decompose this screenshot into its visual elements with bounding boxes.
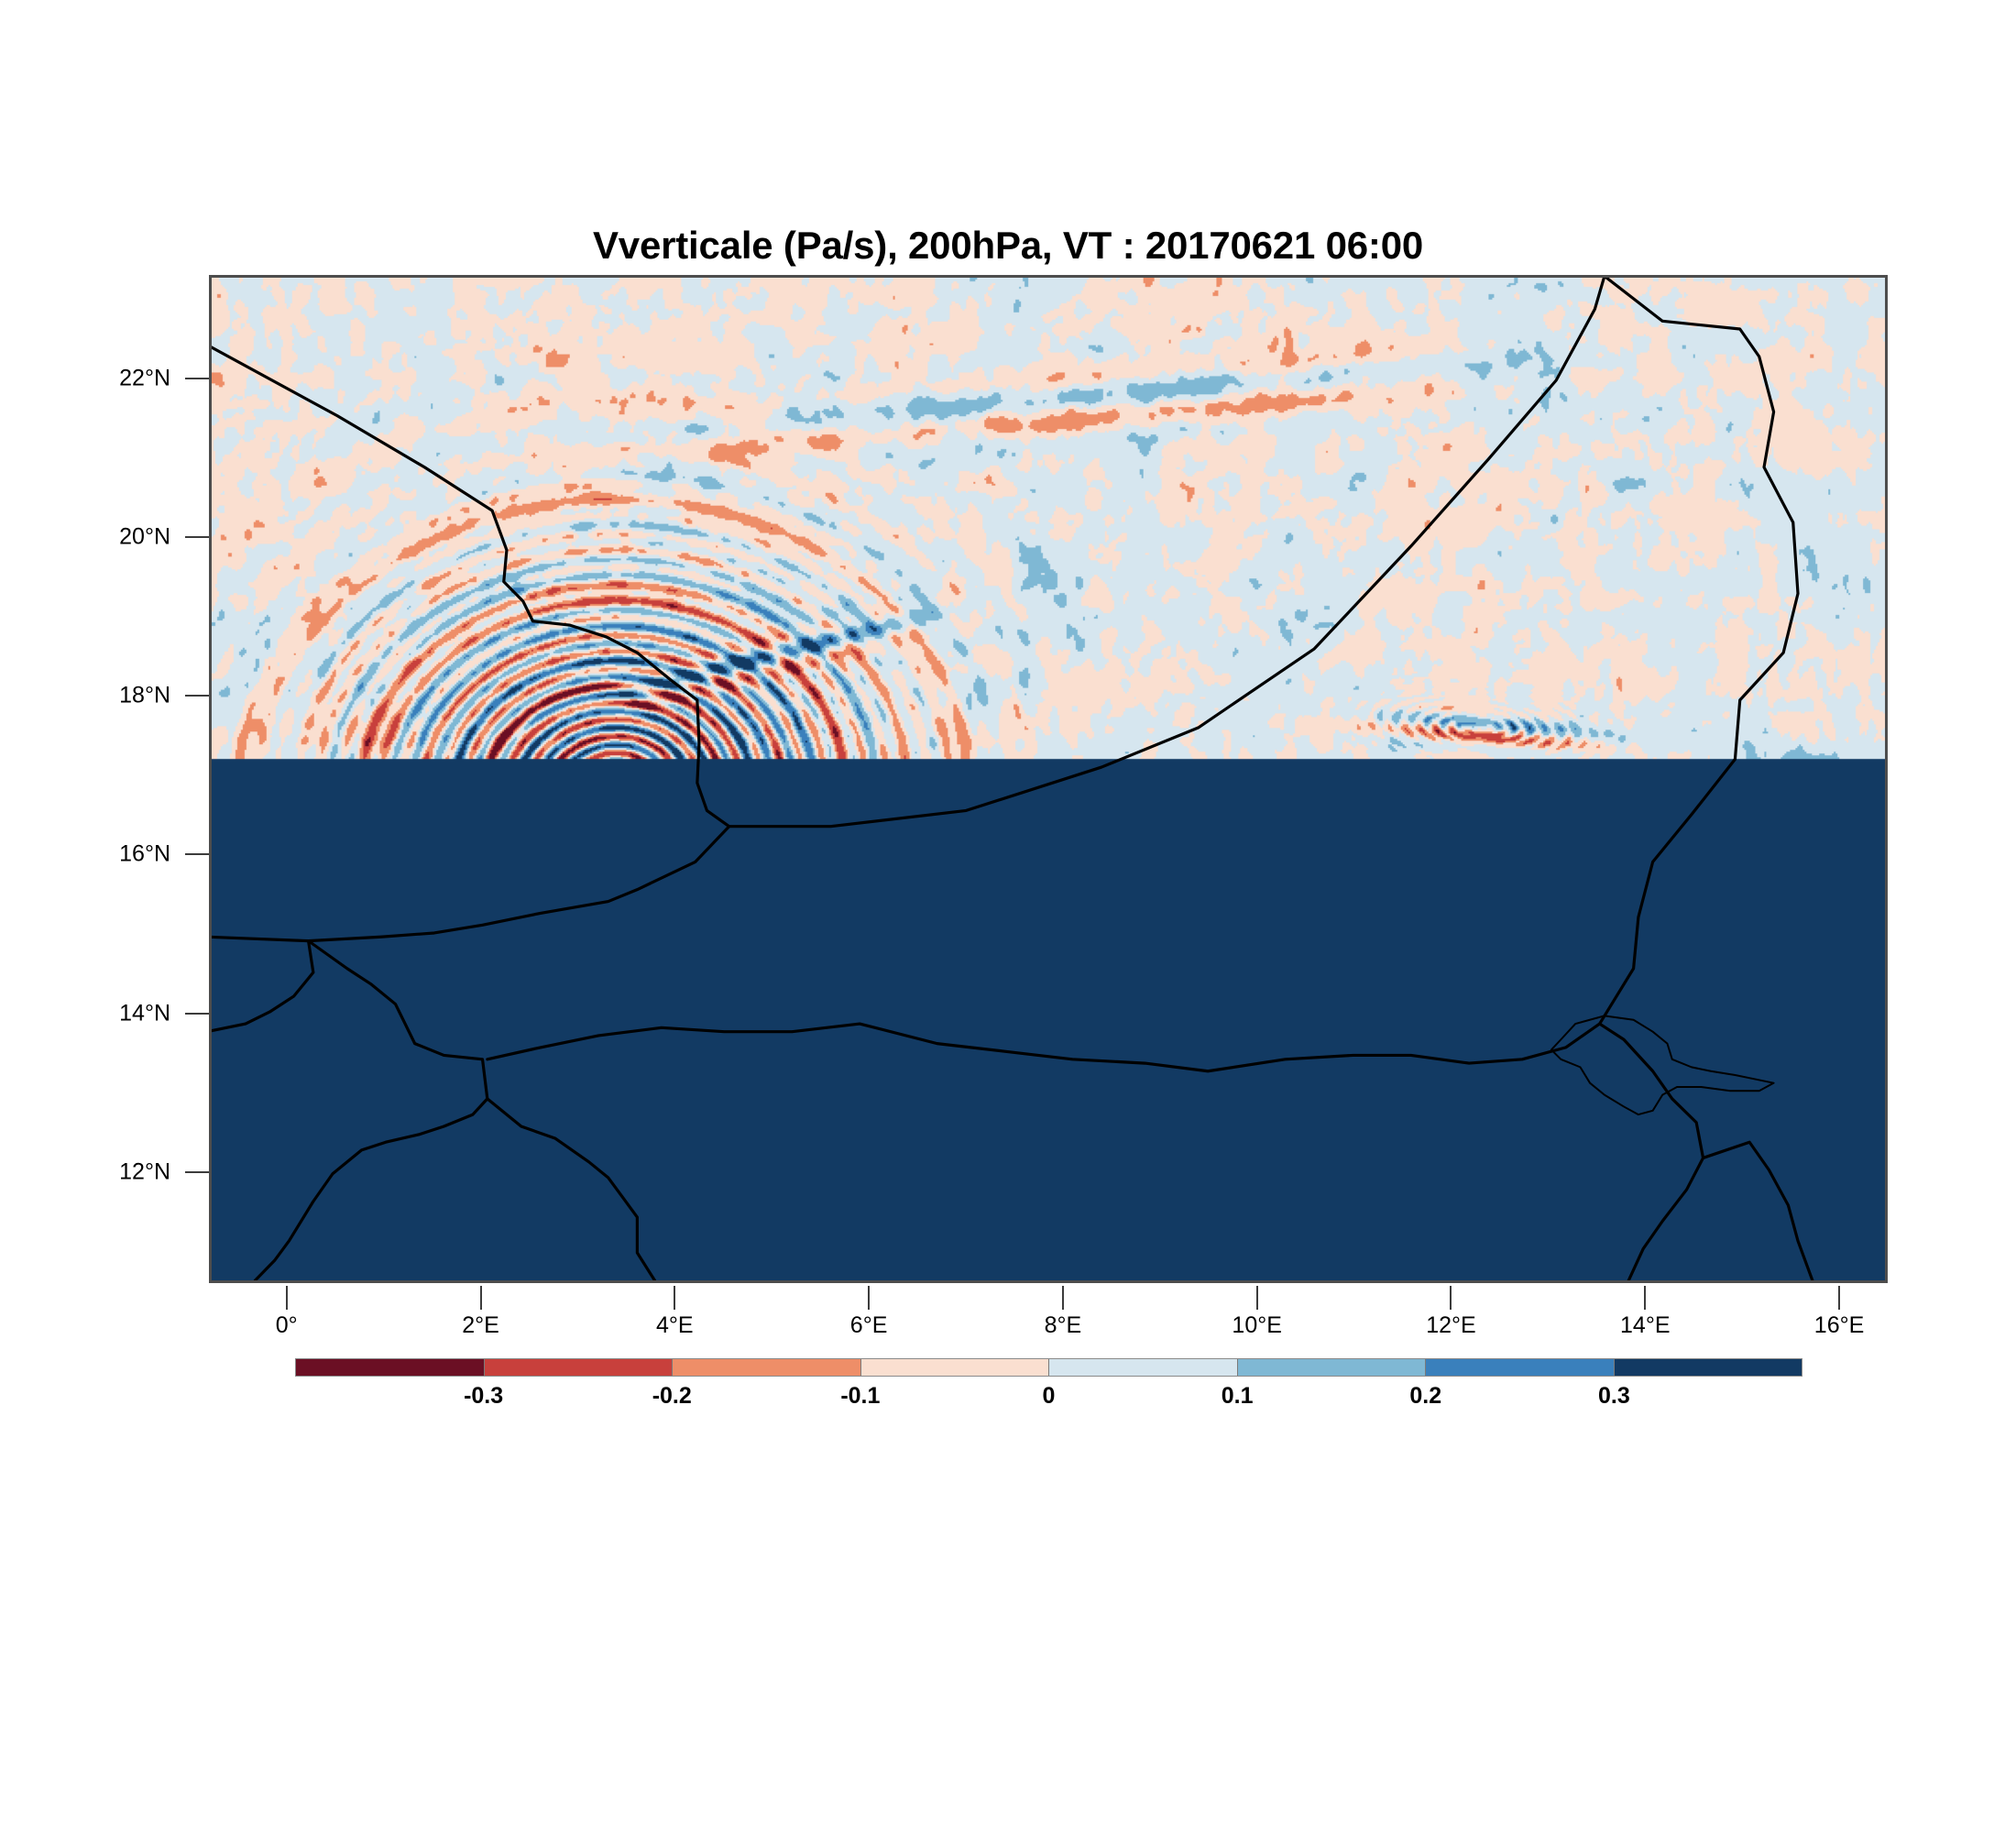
x-tick-label: 12°E [1426, 1312, 1476, 1338]
country-border [1598, 278, 1800, 1026]
colorbar-segment [860, 1359, 1048, 1376]
colorbar [295, 1358, 1802, 1377]
x-tick-label: 16°E [1813, 1312, 1865, 1338]
x-tick [1450, 1286, 1452, 1310]
colorbar-segment [296, 1359, 484, 1376]
y-tick [185, 853, 209, 856]
lake-chad-outline [1550, 1015, 1775, 1116]
colorbar-tick-label: 0.3 [1597, 1383, 1630, 1409]
colorbar-tick-label: -0.1 [840, 1383, 881, 1409]
x-tick [285, 1286, 288, 1310]
colorbar-segment [1425, 1359, 1614, 1376]
x-tick [1255, 1286, 1258, 1310]
country-border [212, 939, 315, 1033]
country-border [212, 825, 731, 943]
colorbar-tick-label: 0.2 [1409, 1383, 1442, 1409]
colorbar-segment [1613, 1359, 1802, 1376]
colorbar-tick-label: 0.1 [1221, 1383, 1254, 1409]
x-tick [674, 1286, 676, 1310]
country-border [212, 346, 731, 829]
x-tick-label: 0° [275, 1312, 298, 1338]
x-tick [479, 1286, 482, 1310]
y-tick-label: 20°N [119, 523, 170, 550]
country-border [728, 278, 1606, 829]
y-tick [185, 1170, 209, 1173]
y-tick-label: 22°N [119, 365, 170, 391]
x-tick-label: 10°E [1232, 1312, 1282, 1338]
x-tick-label: 4°E [656, 1312, 694, 1338]
map-plot-area [209, 275, 1888, 1283]
y-tick-label: 18°N [119, 682, 170, 708]
x-tick [1838, 1286, 1841, 1310]
colorbar-tick-label: 0 [1042, 1383, 1056, 1409]
x-tick-label: 8°E [1044, 1312, 1082, 1338]
x-tick-label: 2°E [462, 1312, 499, 1338]
country-border [486, 1022, 1602, 1073]
y-tick-label: 16°N [119, 840, 170, 867]
x-tick [1061, 1286, 1064, 1310]
page-title: Vverticale (Pa/s), 200hPa, VT : 20170621… [592, 224, 1424, 267]
y-tick [185, 1012, 209, 1015]
y-tick-label: 12°N [119, 1158, 170, 1185]
colorbar-segment [1048, 1359, 1237, 1376]
country-borders-overlay [212, 278, 1814, 1280]
colorbar-tick-label: -0.3 [464, 1383, 504, 1409]
x-tick-label: 14°E [1620, 1312, 1671, 1338]
y-tick [185, 535, 209, 538]
y-tick [185, 377, 209, 379]
colorbar-tick-label: -0.2 [652, 1383, 692, 1409]
colorbar-segment [483, 1359, 672, 1376]
y-tick [185, 695, 209, 697]
x-tick [868, 1286, 871, 1310]
x-tick-label: 6°E [849, 1312, 888, 1338]
country-border [1701, 1140, 1814, 1280]
country-border [1598, 1022, 1705, 1280]
colorbar-segment [672, 1359, 860, 1376]
x-tick [1644, 1286, 1647, 1310]
y-tick-label: 14°N [119, 1000, 170, 1026]
colorbar-segment [1236, 1359, 1425, 1376]
country-border [253, 939, 489, 1280]
country-border [486, 1097, 657, 1280]
vertical-velocity-heatmap [212, 278, 1885, 1280]
